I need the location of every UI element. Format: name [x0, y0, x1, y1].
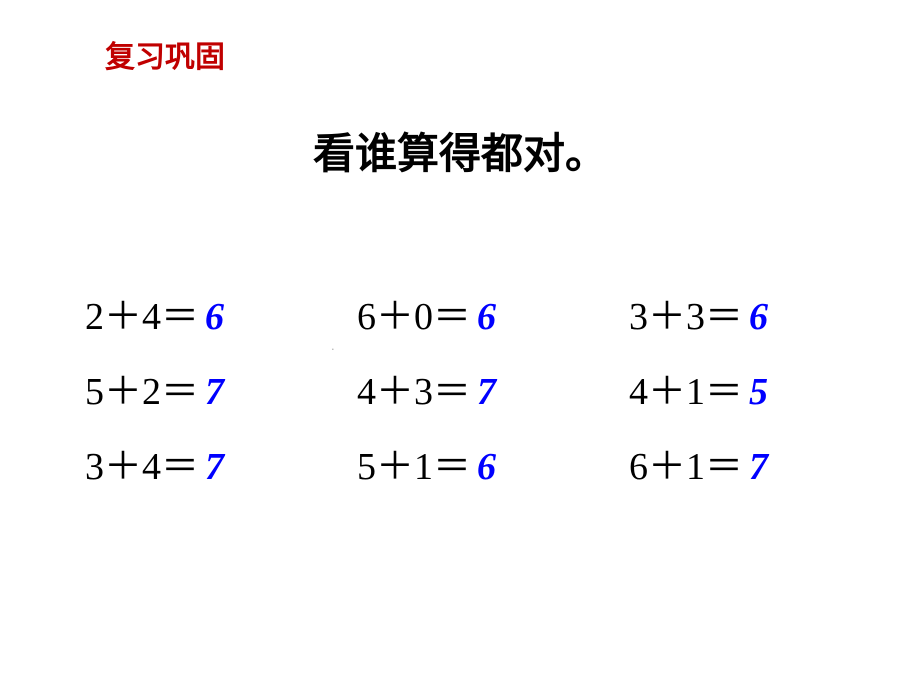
equation-answer: 7	[477, 371, 496, 413]
equation-cell: 5＋1＝6	[357, 435, 629, 490]
equation-expression: 4＋3＝	[357, 371, 471, 413]
equation-cell: 4＋1＝5	[629, 360, 855, 415]
equation-expression: 6＋0＝	[357, 296, 471, 338]
equation-expression: 4＋1＝	[629, 371, 743, 413]
equations-grid: 2＋4＝6 6＋0＝6 3＋3＝6 5＋2＝7 4＋3＝7 4＋1＝5 3＋4＝…	[85, 285, 855, 510]
equation-answer: 6	[477, 296, 496, 338]
equation-cell: 5＋2＝7	[85, 360, 357, 415]
equation-expression: 5＋1＝	[357, 446, 471, 488]
equation-expression: 2＋4＝	[85, 296, 199, 338]
equation-cell: 6＋1＝7	[629, 435, 855, 490]
equation-row: 3＋4＝7 5＋1＝6 6＋1＝7	[85, 435, 855, 490]
equation-expression: 3＋4＝	[85, 446, 199, 488]
equation-answer: 7	[205, 371, 224, 413]
equation-answer: 6	[205, 296, 224, 338]
equation-cell: 4＋3＝7	[357, 360, 629, 415]
equation-answer: 6	[749, 296, 768, 338]
equation-row: 2＋4＝6 6＋0＝6 3＋3＝6	[85, 285, 855, 340]
equation-answer: 6	[477, 446, 496, 488]
equation-cell: 6＋0＝6	[357, 285, 629, 340]
page-title: 看谁算得都对。	[0, 120, 920, 181]
equation-answer: 7	[749, 446, 768, 488]
equation-expression: 3＋3＝	[629, 296, 743, 338]
equation-expression: 5＋2＝	[85, 371, 199, 413]
equation-answer: 7	[205, 446, 224, 488]
equation-cell: 3＋3＝6	[629, 285, 855, 340]
equation-cell: 3＋4＝7	[85, 435, 357, 490]
equation-answer: 5	[749, 371, 768, 413]
equation-expression: 6＋1＝	[629, 446, 743, 488]
section-header: 复习巩固	[105, 32, 225, 76]
equation-row: 5＋2＝7 4＋3＝7 4＋1＝5	[85, 360, 855, 415]
equation-cell: 2＋4＝6	[85, 285, 357, 340]
